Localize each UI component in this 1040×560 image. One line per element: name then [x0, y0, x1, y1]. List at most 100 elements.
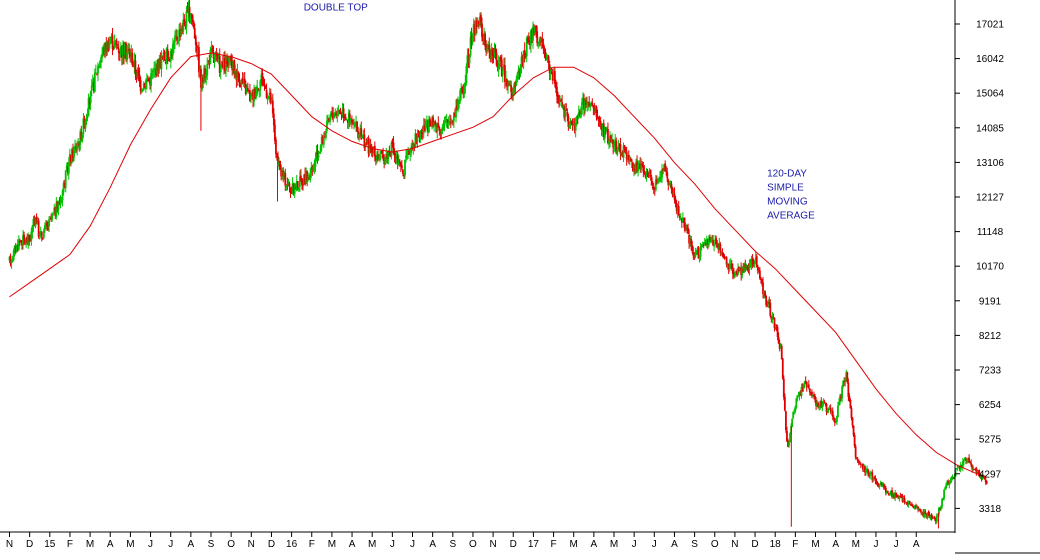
candle-body [126, 52, 129, 61]
candle-body [270, 100, 273, 103]
candle-body [786, 430, 788, 442]
candle-body [92, 81, 95, 91]
x-tick-label: N [6, 539, 13, 550]
candle-body [706, 239, 709, 245]
candle-body [320, 136, 323, 147]
candle-body [573, 124, 576, 131]
candle-body [942, 498, 944, 500]
candle-body [37, 220, 40, 237]
candle-body [206, 63, 209, 76]
candle-body [431, 117, 433, 127]
candle-body [551, 72, 554, 81]
candle-body [904, 502, 907, 504]
candle-body [331, 113, 334, 115]
y-tick-label: 11148 [977, 227, 1004, 238]
candle-body [221, 62, 224, 68]
candle-body [63, 182, 66, 188]
candle-body [882, 485, 885, 487]
candle-body [8, 256, 11, 261]
candle-body [583, 98, 585, 110]
candle-body [340, 112, 343, 114]
candle-body [776, 327, 779, 338]
candle-body [524, 55, 527, 57]
candle-body [9, 255, 12, 264]
candle-body [595, 106, 598, 117]
candle-body [673, 193, 676, 200]
candle-body [222, 58, 225, 67]
candle-body [964, 457, 966, 460]
candle-body [971, 465, 974, 470]
candle-body [792, 411, 795, 418]
candle-body [116, 46, 119, 49]
candle-body [440, 130, 443, 135]
candle-body [877, 485, 880, 487]
candle-body [102, 48, 105, 55]
candle-body [955, 468, 958, 470]
candle-body [129, 52, 132, 57]
candle-body [758, 270, 761, 279]
y-tick-label: 15064 [976, 89, 1004, 100]
candle-body [106, 41, 109, 53]
candle-body [246, 87, 249, 92]
candle-body [162, 52, 165, 59]
candle-body [528, 40, 531, 46]
candle-body [640, 164, 643, 170]
candle-body [257, 88, 260, 91]
candle-body [429, 119, 431, 125]
candle-body [195, 45, 198, 52]
candle-body [757, 269, 760, 271]
candle-body [561, 102, 564, 108]
candle-body [630, 160, 633, 162]
candle-body [109, 39, 112, 41]
candle-body [960, 464, 963, 468]
candle-body [127, 49, 130, 53]
candle-body [576, 116, 579, 118]
candle-body [26, 236, 29, 243]
candle-body [753, 260, 756, 263]
candle-body [875, 481, 878, 484]
candle-body [31, 225, 34, 233]
candle-body [87, 97, 90, 116]
candle-body [275, 139, 277, 154]
candle-body [716, 245, 719, 247]
candle-body [40, 231, 43, 237]
candle-body [297, 188, 300, 191]
candle-body [417, 136, 420, 138]
candle-body [662, 168, 664, 170]
candle-body [307, 177, 310, 180]
candle-body [770, 316, 773, 320]
candle-body [424, 121, 427, 130]
candle-body [793, 411, 796, 413]
candle-body [472, 24, 475, 36]
candle-body [605, 128, 608, 130]
candle-body [695, 251, 698, 255]
candle-body [781, 358, 784, 379]
candle-body [128, 48, 131, 51]
candle-body [142, 83, 145, 91]
candle-body [334, 112, 337, 116]
candle-body [232, 60, 235, 69]
candle-body [141, 89, 144, 92]
candle-body [509, 83, 512, 87]
candle-body [107, 40, 110, 51]
candle-body [450, 119, 453, 122]
y-tick-label: 13106 [976, 158, 1004, 169]
candle-body [91, 82, 94, 86]
candle-body [296, 181, 299, 190]
candle-body [755, 256, 758, 268]
candle-body [543, 49, 546, 51]
candle-body [615, 140, 618, 154]
candle-body [817, 403, 820, 407]
candle-body [136, 71, 139, 78]
candle-body [883, 486, 886, 488]
candle-body [55, 202, 58, 217]
candle-body [847, 382, 850, 397]
x-tick-label: N [489, 539, 496, 550]
candle-body [536, 31, 539, 44]
candle-body [430, 125, 432, 127]
candle-body [359, 128, 362, 136]
candle-body [532, 26, 534, 41]
candle-body [917, 506, 919, 510]
candle-body [29, 240, 32, 242]
